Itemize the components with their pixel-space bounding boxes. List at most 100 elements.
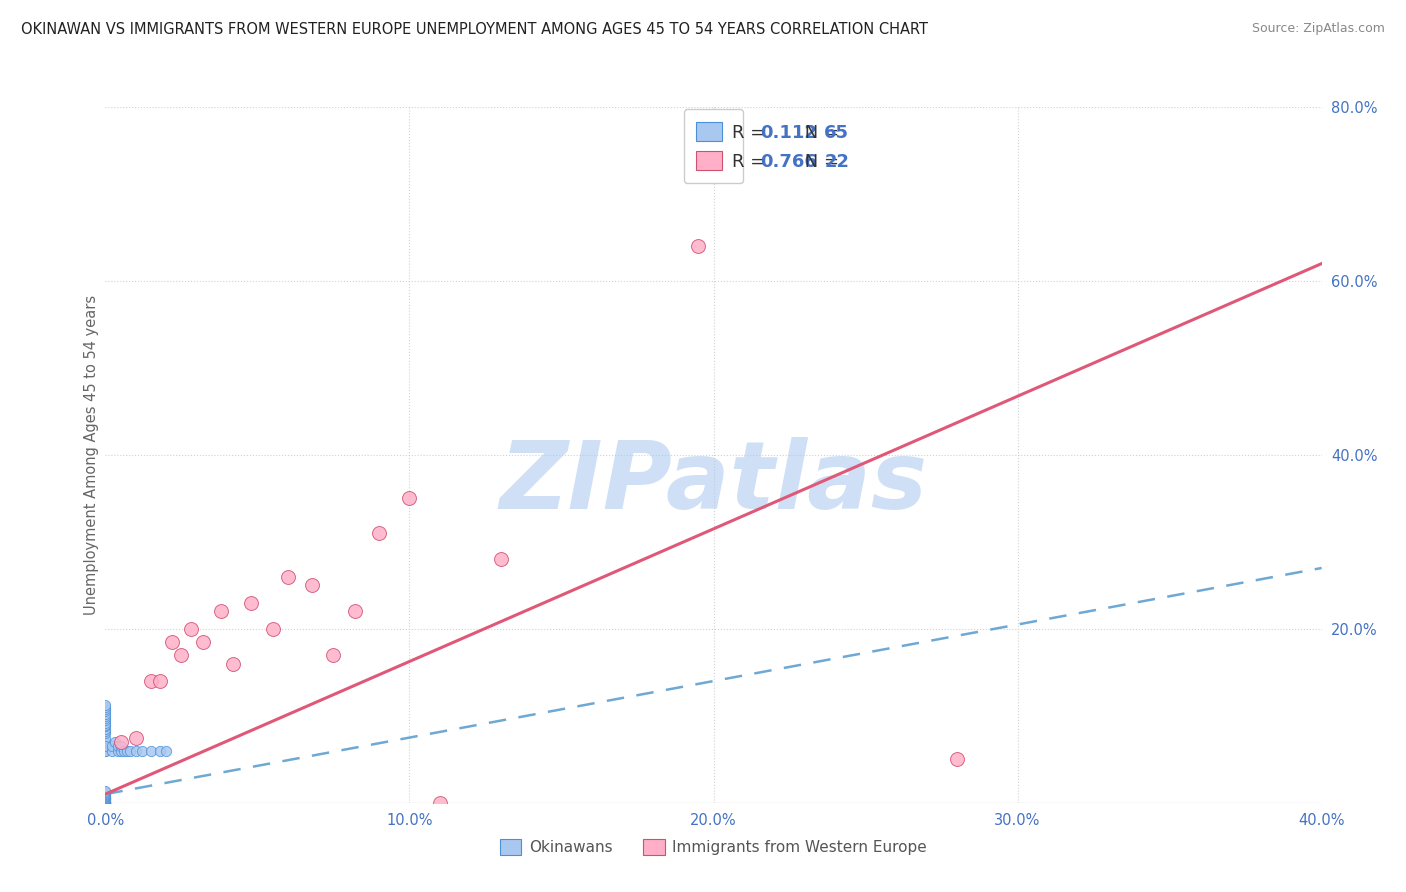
Point: [94, 792, 117, 806]
Text: R =: R =: [731, 153, 770, 171]
Point: [94, 726, 117, 740]
Point: [131, 744, 153, 758]
Point: [107, 739, 129, 754]
Point: [125, 731, 148, 745]
Point: [94, 785, 117, 799]
Point: [94, 719, 117, 733]
Point: [94, 796, 117, 810]
Point: [94, 796, 117, 810]
Point: [94, 793, 117, 807]
Point: [149, 674, 172, 689]
Point: [110, 739, 132, 754]
Point: [94, 702, 117, 716]
Point: [94, 796, 117, 810]
Point: [94, 790, 117, 805]
Point: [103, 735, 125, 749]
Point: [118, 744, 141, 758]
Point: [277, 570, 299, 584]
Point: [94, 790, 117, 805]
Point: [94, 739, 117, 754]
Point: [107, 744, 129, 758]
Point: [94, 713, 117, 727]
Point: [945, 752, 967, 766]
Point: [94, 700, 117, 714]
Point: [110, 744, 132, 758]
Point: [100, 744, 122, 758]
Point: [94, 786, 117, 800]
Point: [139, 674, 162, 689]
Point: [170, 648, 193, 662]
Point: [94, 784, 117, 798]
Point: [398, 491, 420, 506]
Point: [162, 635, 184, 649]
Text: R =: R =: [731, 124, 770, 142]
Point: [94, 796, 117, 810]
Legend: Okinawans, Immigrants from Western Europe: Okinawans, Immigrants from Western Europ…: [494, 833, 934, 862]
Point: [240, 596, 263, 610]
Text: ZIPatlas: ZIPatlas: [499, 437, 928, 529]
Point: [94, 796, 117, 810]
Point: [94, 744, 117, 758]
Point: [94, 787, 117, 801]
Point: [94, 717, 117, 731]
Point: [322, 648, 344, 662]
Point: [149, 744, 172, 758]
Point: [94, 787, 117, 801]
Text: 0.766: 0.766: [759, 153, 817, 171]
Point: [110, 735, 132, 749]
Point: [343, 605, 366, 619]
Text: N =: N =: [799, 124, 845, 142]
Point: [94, 715, 117, 730]
Point: [94, 789, 117, 803]
Point: [112, 744, 135, 758]
Point: [180, 622, 202, 636]
Point: [94, 793, 117, 807]
Point: [94, 710, 117, 724]
Point: [94, 794, 117, 808]
Point: [94, 794, 117, 808]
Point: [222, 657, 245, 671]
Point: [94, 744, 117, 758]
Point: [209, 605, 232, 619]
Point: [688, 239, 710, 253]
Point: [429, 796, 451, 810]
Point: [94, 796, 117, 810]
Point: [94, 731, 117, 745]
Point: [94, 735, 117, 749]
Point: [155, 744, 177, 758]
Point: [94, 739, 117, 754]
Point: [94, 708, 117, 723]
Point: [94, 724, 117, 739]
Point: [115, 744, 138, 758]
Point: [301, 578, 323, 592]
Text: 65: 65: [824, 124, 849, 142]
Point: [94, 707, 117, 722]
Point: [94, 794, 117, 808]
Point: [125, 744, 148, 758]
Point: [94, 788, 117, 802]
Text: 22: 22: [824, 153, 849, 171]
Point: [191, 635, 214, 649]
Point: [94, 796, 117, 810]
Point: [139, 744, 162, 758]
Point: [489, 552, 512, 566]
Text: 0.112: 0.112: [759, 124, 817, 142]
Point: [94, 791, 117, 805]
Point: [94, 796, 117, 810]
Text: N =: N =: [799, 153, 845, 171]
Point: [262, 622, 284, 636]
Point: [94, 796, 117, 810]
Text: Source: ZipAtlas.com: Source: ZipAtlas.com: [1251, 22, 1385, 36]
Point: [94, 789, 117, 803]
Point: [94, 796, 117, 810]
Point: [368, 526, 391, 541]
Point: [94, 792, 117, 806]
Point: [94, 698, 117, 713]
Point: [100, 739, 122, 754]
Y-axis label: Unemployment Among Ages 45 to 54 years: Unemployment Among Ages 45 to 54 years: [83, 295, 98, 615]
Point: [94, 705, 117, 719]
Point: [94, 789, 117, 804]
Text: OKINAWAN VS IMMIGRANTS FROM WESTERN EUROPE UNEMPLOYMENT AMONG AGES 45 TO 54 YEAR: OKINAWAN VS IMMIGRANTS FROM WESTERN EURO…: [21, 22, 928, 37]
Point: [94, 791, 117, 805]
Point: [94, 722, 117, 736]
